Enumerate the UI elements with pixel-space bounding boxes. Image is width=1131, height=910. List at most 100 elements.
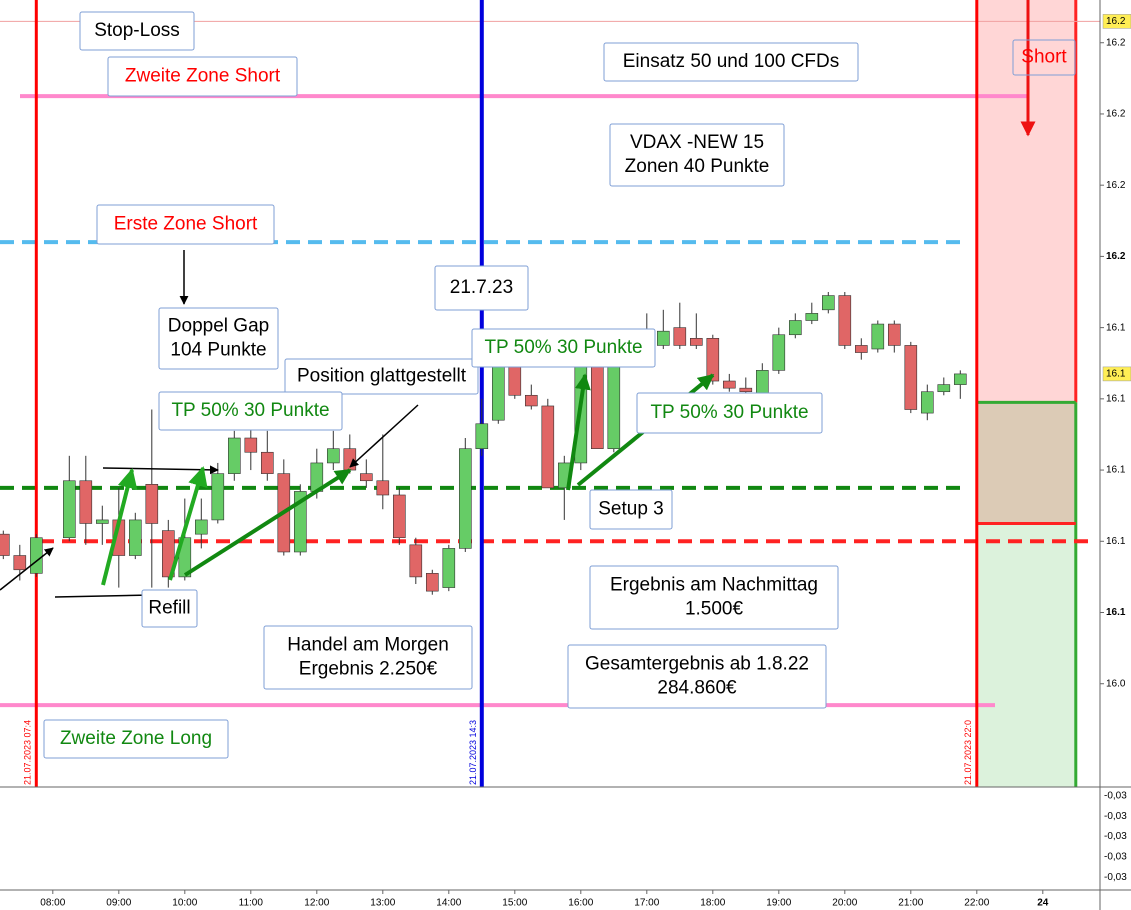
- annotation-text: 1.500€: [685, 599, 744, 620]
- candle-body: [145, 484, 159, 524]
- candle-body: [29, 537, 43, 574]
- x-tick-label: 09:00: [106, 898, 131, 909]
- candle-body: [541, 405, 555, 489]
- arrow: [349, 404, 419, 468]
- candle-body: [211, 473, 225, 521]
- x-tick-label: 15:00: [502, 898, 527, 909]
- annotation-text: Ergebnis 2.250€: [299, 659, 438, 680]
- annotation-box: [284, 358, 479, 395]
- candle-body: [343, 448, 357, 471]
- candle-body: [821, 295, 835, 311]
- markers: 21.07.2023 07:4 21.07.2023 14:3 21.07.2023…: [23, 0, 979, 787]
- candles: [0, 292, 967, 595]
- candle-body: [260, 451, 274, 474]
- annotation-box: [636, 392, 823, 434]
- x-tick-label: 18:00: [700, 898, 725, 909]
- x-tick-label: 11:00: [239, 898, 264, 909]
- candle-body: [953, 373, 967, 385]
- candle-body: [706, 338, 720, 382]
- annotation-text: Refill: [148, 598, 190, 619]
- candle-body: [788, 320, 802, 336]
- x-tick-label: 22:00: [964, 898, 989, 909]
- annotation-text: 21.7.23: [450, 277, 513, 298]
- candle-body: [475, 423, 489, 449]
- x-tick-label: 08:00: [40, 898, 65, 909]
- risk-zone: [976, 0, 1076, 403]
- candle-body: [442, 548, 456, 588]
- x-tick-label: 19:00: [766, 898, 791, 909]
- y-tick-label: 16.0: [1106, 678, 1126, 689]
- y-tick-label: 16.1: [1106, 607, 1126, 618]
- annotation-box: [43, 719, 229, 759]
- candle-body: [244, 437, 258, 453]
- annotation-text: Short: [1021, 47, 1067, 68]
- annotation-box: [589, 565, 839, 630]
- candle-body: [409, 544, 423, 578]
- candle-body: [722, 380, 736, 389]
- candle-body: [62, 480, 76, 539]
- annotation-box: [434, 265, 529, 311]
- y-tick-label: 16.1: [1106, 536, 1126, 547]
- annotation-text: TP 50% 30 Punkte: [650, 402, 808, 423]
- marker-label: 21.07.2023 07:4: [23, 720, 33, 785]
- annotation-box: [107, 56, 298, 97]
- candle-body: [228, 437, 241, 474]
- candle-body: [425, 573, 439, 592]
- candle-body: [326, 448, 340, 464]
- candle-body: [392, 494, 406, 539]
- x-tick-label: 12:00: [304, 898, 329, 909]
- indicator-label: -0,03: [1104, 791, 1127, 802]
- indicator-label: -0,03: [1104, 831, 1127, 842]
- arrow: [101, 468, 138, 586]
- annotation-text: VDAX -NEW 15: [630, 132, 764, 153]
- annotation-box: [589, 489, 673, 530]
- x-tick-label: 20:00: [832, 898, 857, 909]
- annotation-text: 284.860€: [657, 678, 737, 699]
- annotation-text: Handel am Morgen: [287, 635, 449, 656]
- indicator-label: -0,03: [1104, 872, 1127, 883]
- price-tag-label: 16.1: [1106, 369, 1126, 380]
- indicator-label: -0,03: [1104, 811, 1127, 822]
- candle-body: [871, 323, 885, 350]
- candle-body: [904, 345, 918, 410]
- annotation-box: [158, 307, 279, 370]
- annotation-text: Zweite Zone Short: [125, 66, 281, 87]
- annotation-text: TP 50% 30 Punkte: [484, 337, 642, 358]
- annotation-box: [79, 11, 195, 51]
- y-tick-label: 16.2: [1106, 37, 1126, 48]
- candle-body: [129, 519, 142, 556]
- annotation-box: [1012, 39, 1076, 76]
- entry-zone: [976, 402, 1076, 524]
- x-tick-label: 16:00: [568, 898, 593, 909]
- x-tick-label: 10:00: [172, 898, 197, 909]
- annotation-text: Doppel Gap: [168, 316, 269, 337]
- annotation-text: Zonen 40 Punkte: [625, 156, 770, 177]
- marker-label: 21.07.2023 22:0: [963, 720, 973, 785]
- candle-body: [854, 345, 868, 353]
- annotation-box: [263, 625, 473, 690]
- y-tick-label: 16.2: [1106, 251, 1126, 262]
- candle-body: [739, 387, 753, 393]
- candle-body: [359, 473, 373, 482]
- y-tick-label: 16.1: [1106, 465, 1126, 476]
- annotation-text: Stop-Loss: [94, 20, 180, 41]
- annotation-text: Einsatz 50 und 100 CFDs: [623, 51, 840, 72]
- annotation-box: [609, 123, 785, 187]
- price-tag: [1102, 366, 1131, 382]
- candle-body: [772, 334, 786, 371]
- candle-body: [376, 480, 390, 496]
- annotation-text: Setup 3: [598, 499, 664, 520]
- annotation-box: [158, 391, 343, 431]
- x-tick-label: 17:00: [634, 898, 659, 909]
- candle-body: [887, 323, 901, 346]
- candle-body: [491, 362, 505, 421]
- y-tick-label: 16.1: [1106, 322, 1126, 333]
- reward-zone: [976, 523, 1076, 787]
- annotation-text: TP 50% 30 Punkte: [171, 400, 329, 421]
- annotation-box: [603, 42, 859, 82]
- marker-label: 21.07.2023 14:3: [468, 720, 478, 785]
- candle-body: [458, 448, 472, 549]
- indicator-label: -0,03: [1104, 852, 1127, 863]
- annotation-text: Zweite Zone Long: [60, 728, 212, 749]
